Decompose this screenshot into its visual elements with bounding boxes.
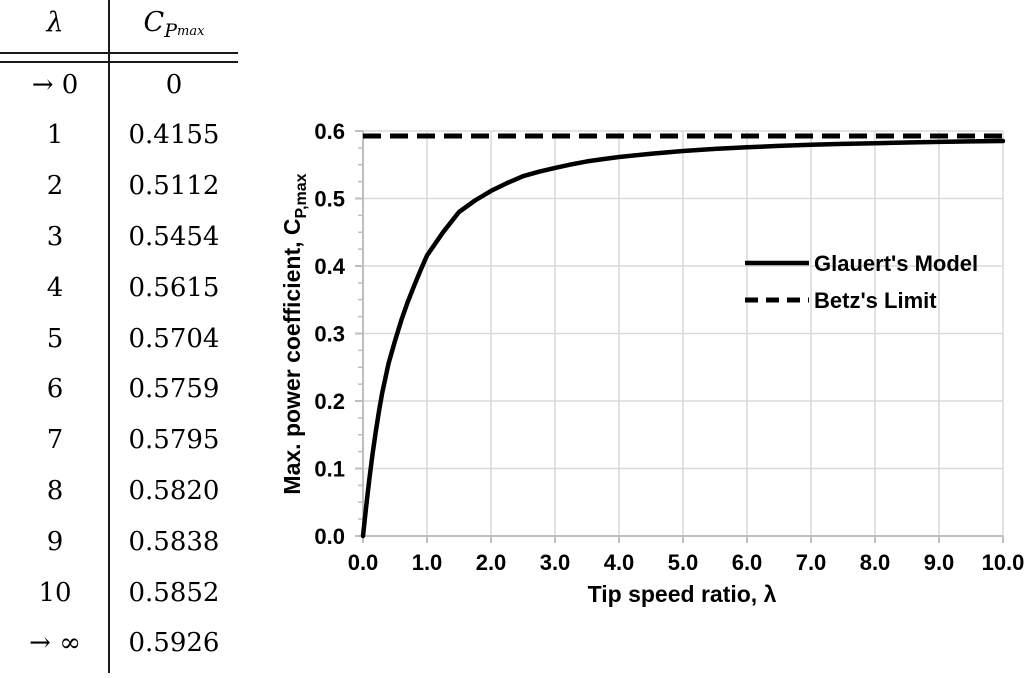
x-tick-label: 5.0 [668,550,699,575]
x-tick-label: 9.0 [924,550,955,575]
lambda-cell: 5 [46,324,64,354]
x-tick-labels: 0.0 1.0 2.0 3.0 4.0 5.0 6.0 7.0 8.0 9.0 10.0 [348,550,1024,575]
gridlines [363,130,1004,536]
cp-cell: 0.5615 [128,273,220,303]
y-axis-title-main: Max. power coefficient, C [279,219,305,495]
x-tick-label: 7.0 [796,550,827,575]
table-row: 10 0.5852 [0,568,238,619]
lambda-cell: 3 [46,222,64,252]
lambda-cell: 7 [46,425,64,455]
y-tick-label: 0.4 [314,254,345,279]
legend: Glauert's Model Betz's Limit [745,251,978,313]
cp-cell: 0.4155 [128,120,220,150]
cp-max-table: λ CPmax → 0 0 1 0.4155 2 0.5112 3 0.5454 4 0.… [0,0,240,673]
table-header: λ CPmax [0,0,238,50]
cp-cell: 0.5454 [128,222,220,252]
lambda-symbol: λ [46,7,64,38]
cp-cell: 0.5112 [128,171,220,201]
table-row: 1 0.4155 [0,110,238,161]
glauert-model-curve [360,138,1006,539]
header-cpmax: CPmax [110,0,238,50]
cp-cell: 0.5759 [128,374,220,404]
x-tick-label: 1.0 [412,550,443,575]
lambda-cell: → 0 [31,70,79,100]
y-tick-label: 0.3 [314,322,345,347]
cp-sub-max: max [177,24,205,39]
cp-cell: 0.5926 [128,628,220,658]
x-tick-label: 3.0 [540,550,571,575]
table-row: 8 0.5820 [0,466,238,517]
y-tick-label: 0.2 [314,389,345,414]
cp-sub-p: P [164,20,178,42]
table-row: 7 0.5795 [0,415,238,466]
tick-marks [355,130,1004,543]
legend-label-betz: Betz's Limit [814,288,937,313]
y-axis-title: Max. power coefficient, CP,max [279,173,310,494]
cp-cell: 0.5852 [128,578,220,608]
header-double-rule [0,52,238,63]
table-row: 6 0.5759 [0,364,238,415]
x-tick-label: 2.0 [476,550,507,575]
table-row: → 0 0 [0,60,238,111]
y-tick-label: 0.0 [314,524,345,549]
cp-symbol: C [143,7,165,38]
x-tick-label: 4.0 [604,550,635,575]
cp-cell: 0.5795 [128,425,220,455]
table-row: 2 0.5112 [0,161,238,212]
x-tick-label: 8.0 [860,550,891,575]
cp-cell: 0.5838 [128,527,220,557]
header-lambda: λ [0,0,110,50]
lambda-cell: 10 [38,578,72,608]
lambda-cell: → ∞ [29,628,81,658]
column-divider [108,0,110,673]
x-tick-label: 6.0 [732,550,763,575]
lambda-cell: 1 [46,120,64,150]
table-row: 5 0.5704 [0,314,238,365]
cp-cell: 0 [165,70,183,100]
y-tick-label: 0.6 [314,119,345,144]
y-axis-title-sub: P,max [293,173,310,218]
table-row: 9 0.5838 [0,517,238,568]
lambda-cell: 6 [46,374,64,404]
y-tick-label: 0.1 [314,457,345,482]
x-axis-title: Tip speed ratio, λ [588,581,777,607]
lambda-cell: 2 [46,171,64,201]
legend-label-glauert: Glauert's Model [814,251,978,276]
cp-cell: 0.5820 [128,476,220,506]
lambda-cell: 9 [46,527,64,557]
lambda-cell: 4 [46,273,64,303]
x-tick-label: 10.0 [982,550,1024,575]
table-row: → ∞ 0.5926 [0,618,238,669]
table-row: 3 0.5454 [0,212,238,263]
series-group [360,133,1006,539]
x-tick-label: 0.0 [348,550,379,575]
y-tick-labels: 0.0 0.1 0.2 0.3 0.4 0.5 0.6 [314,119,345,549]
table-row: 4 0.5615 [0,263,238,314]
cp-cell: 0.5704 [128,324,220,354]
lambda-cell: 8 [46,476,64,506]
y-tick-label: 0.5 [314,187,345,212]
